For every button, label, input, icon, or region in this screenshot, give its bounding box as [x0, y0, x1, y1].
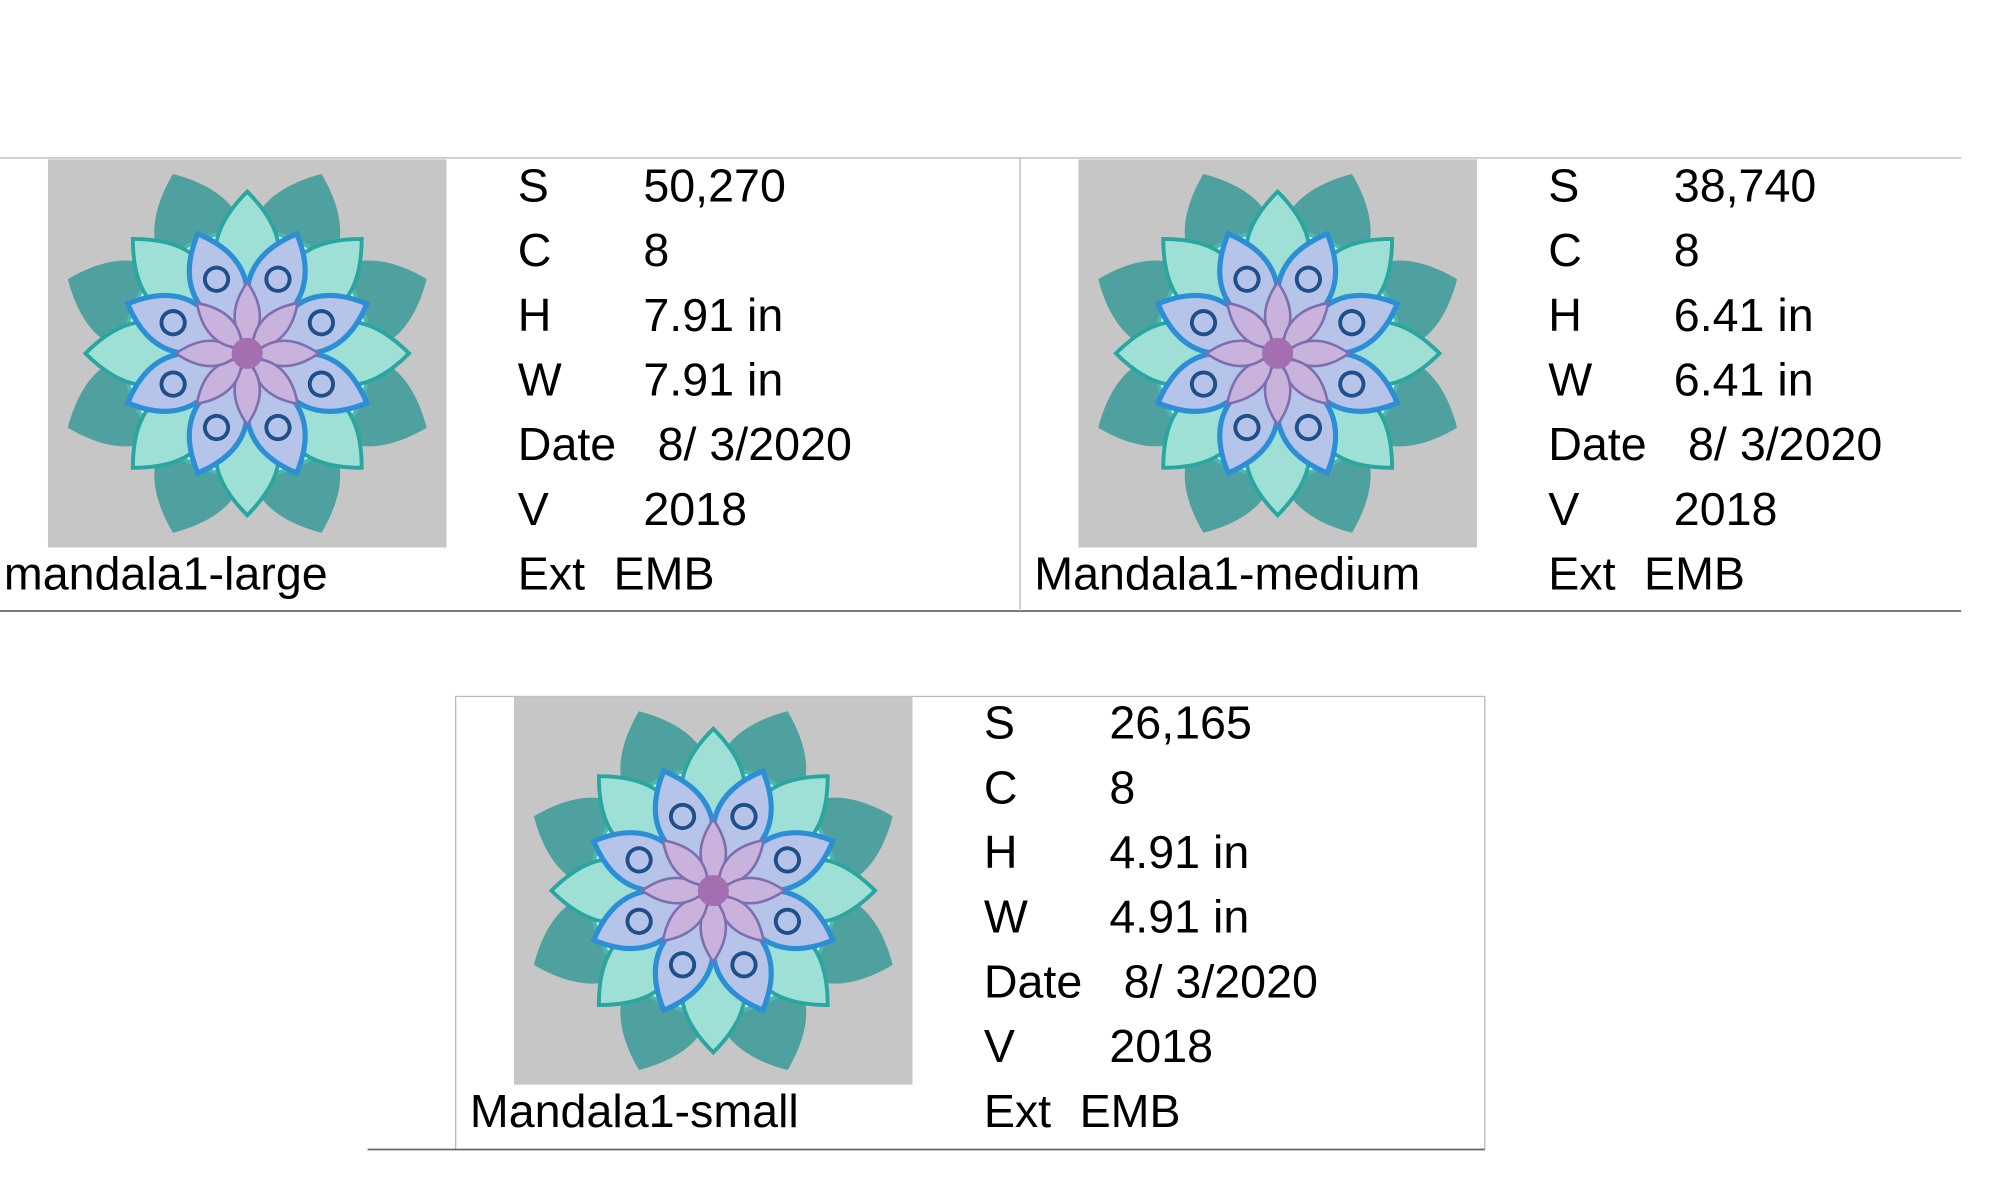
field-label: C	[1548, 224, 1582, 276]
design-name: Mandala1-medium	[1034, 548, 1420, 600]
design-thumbnail	[460, 637, 967, 1144]
field-value: 8	[1109, 761, 1135, 813]
field-label: Ext	[1548, 548, 1615, 600]
field-value: 38,740	[1674, 159, 1817, 211]
field-label: V	[1548, 483, 1579, 535]
field-label: W	[984, 891, 1028, 943]
field-value: 4.91 in	[1109, 826, 1249, 878]
field-value: 8/ 3/2020	[1688, 418, 1882, 470]
field-value: 8/ 3/2020	[658, 418, 852, 470]
field-value: 8	[1674, 224, 1700, 276]
field-label: W	[518, 353, 562, 405]
field-label: S	[518, 159, 549, 211]
field-label: Date	[984, 955, 1082, 1007]
field-label: C	[518, 224, 552, 276]
field-label: H	[984, 826, 1018, 878]
field-label: H	[1548, 289, 1582, 341]
field-value: EMB	[1080, 1085, 1181, 1137]
field-value: 7.91 in	[643, 289, 783, 341]
design-thumbnail	[0, 100, 501, 607]
field-label: H	[518, 289, 552, 341]
field-value: 2018	[643, 483, 747, 535]
field-label: C	[984, 761, 1018, 813]
field-value: 8	[643, 224, 669, 276]
field-label: V	[984, 1020, 1015, 1072]
field-value: 6.41 in	[1674, 289, 1814, 341]
field-value: 6.41 in	[1674, 353, 1814, 405]
design-name: mandala1-large	[4, 548, 328, 600]
field-value: 8/ 3/2020	[1124, 955, 1318, 1007]
field-value: 26,165	[1109, 697, 1252, 749]
field-label: S	[984, 697, 1015, 749]
field-value: EMB	[614, 548, 715, 600]
field-label: Date	[1548, 418, 1646, 470]
field-label: Ext	[984, 1085, 1051, 1137]
design-name: Mandala1-small	[470, 1085, 799, 1137]
field-value: EMB	[1644, 548, 1745, 600]
field-label: W	[1548, 353, 1592, 405]
design-thumbnail	[1024, 100, 1531, 607]
field-value: 4.91 in	[1109, 891, 1249, 943]
field-value: 50,270	[643, 159, 786, 211]
field-label: Date	[518, 418, 616, 470]
field-label: V	[518, 483, 549, 535]
field-label: Ext	[518, 548, 585, 600]
field-label: S	[1548, 159, 1579, 211]
field-value: 2018	[1109, 1020, 1213, 1072]
field-value: 2018	[1674, 483, 1778, 535]
field-value: 7.91 in	[643, 353, 783, 405]
